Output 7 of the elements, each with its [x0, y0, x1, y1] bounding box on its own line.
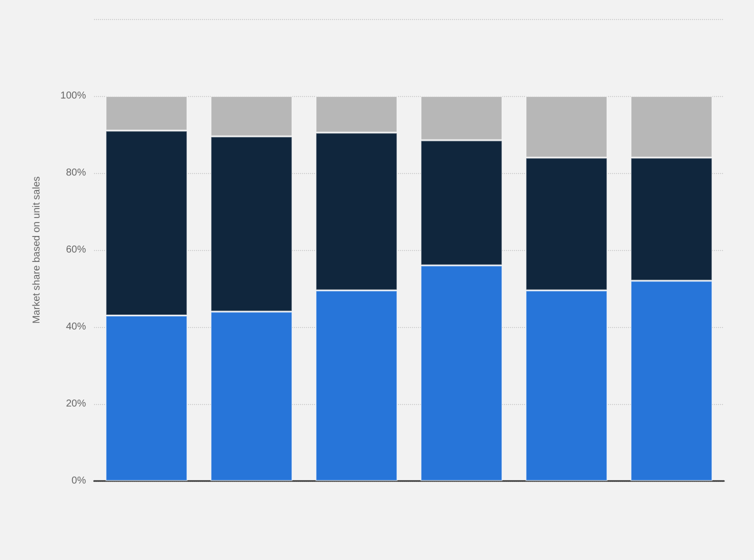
- y-tick-label: 80%: [66, 168, 86, 178]
- y-tick-label: 0%: [72, 476, 86, 486]
- y-tick-label: 100%: [60, 90, 86, 102]
- y-tick-label: 60%: [66, 244, 86, 256]
- y-tick-label: 40%: [66, 322, 86, 332]
- y-tick-label: 20%: [66, 398, 86, 410]
- y-axis-title: Market share based on unit sales: [32, 176, 42, 324]
